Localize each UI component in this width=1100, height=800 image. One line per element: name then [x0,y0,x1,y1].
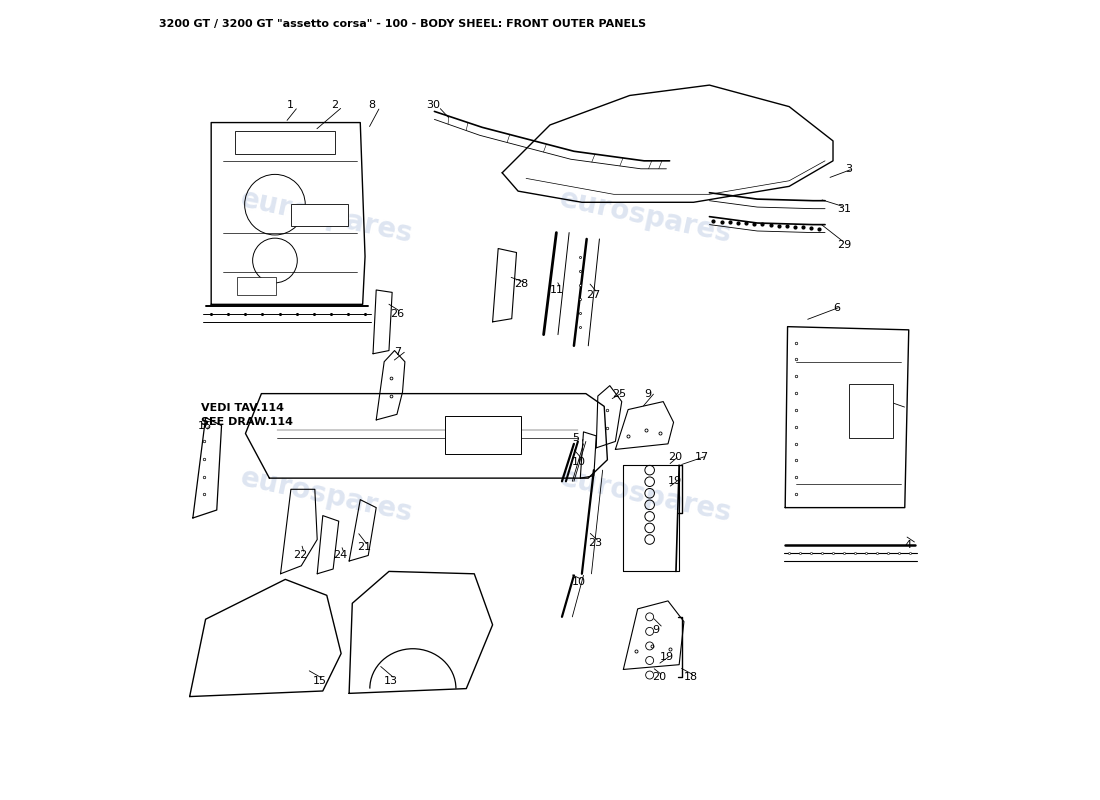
Text: 19: 19 [660,652,674,662]
Text: 7: 7 [395,347,402,357]
Text: 27: 27 [586,290,601,300]
Text: 26: 26 [390,309,405,319]
Text: 10: 10 [572,457,586,467]
Polygon shape [211,122,365,304]
Bar [238,278,276,294]
Text: SEE DRAW.114: SEE DRAW.114 [201,418,293,427]
Text: 14: 14 [482,434,496,443]
Bar [290,204,349,226]
Polygon shape [376,350,405,420]
Text: 11: 11 [550,285,564,295]
Polygon shape [192,418,221,518]
Text: 15: 15 [312,676,327,686]
Text: VEDI TAV.114: VEDI TAV.114 [201,403,284,413]
Text: eurospares: eurospares [238,185,416,249]
Polygon shape [189,579,341,697]
Text: 13: 13 [384,676,398,686]
Text: 31: 31 [837,204,851,214]
Bar [235,130,334,154]
Text: eurospares: eurospares [557,464,735,528]
Text: eurospares: eurospares [557,185,735,249]
Bar [849,384,893,438]
Text: 5: 5 [572,434,580,443]
Text: 3: 3 [845,164,853,174]
Text: 10: 10 [572,577,586,586]
Text: 6: 6 [833,303,840,314]
Text: 20: 20 [652,673,667,682]
Text: 16: 16 [198,421,211,430]
Polygon shape [349,571,493,694]
Text: 8: 8 [368,100,375,110]
Text: 19: 19 [668,476,682,486]
Polygon shape [245,394,607,478]
Text: 25: 25 [613,389,626,398]
Text: 17: 17 [695,452,710,462]
Text: 18: 18 [684,673,699,682]
Polygon shape [503,85,833,202]
Text: 9: 9 [645,389,651,398]
Text: 1: 1 [287,100,294,110]
Text: 9: 9 [652,625,659,634]
Polygon shape [624,601,684,670]
Bar [444,416,520,454]
Polygon shape [596,386,622,448]
Text: 12: 12 [849,387,864,397]
Text: 4: 4 [905,540,912,550]
Text: 2: 2 [331,100,338,110]
Polygon shape [615,402,673,450]
Text: 21: 21 [358,542,371,553]
Text: 30: 30 [427,100,440,110]
Text: 29: 29 [837,239,851,250]
Text: 24: 24 [333,550,348,561]
Polygon shape [785,326,909,508]
Text: 3200 GT / 3200 GT "assetto corsa" - 100 - BODY SHEEL: FRONT OUTER PANELS: 3200 GT / 3200 GT "assetto corsa" - 100 … [160,19,647,29]
Text: 28: 28 [514,279,528,290]
Text: 22: 22 [294,550,308,561]
Text: eurospares: eurospares [238,464,416,528]
Text: 23: 23 [588,538,603,549]
Text: 20: 20 [668,452,682,462]
